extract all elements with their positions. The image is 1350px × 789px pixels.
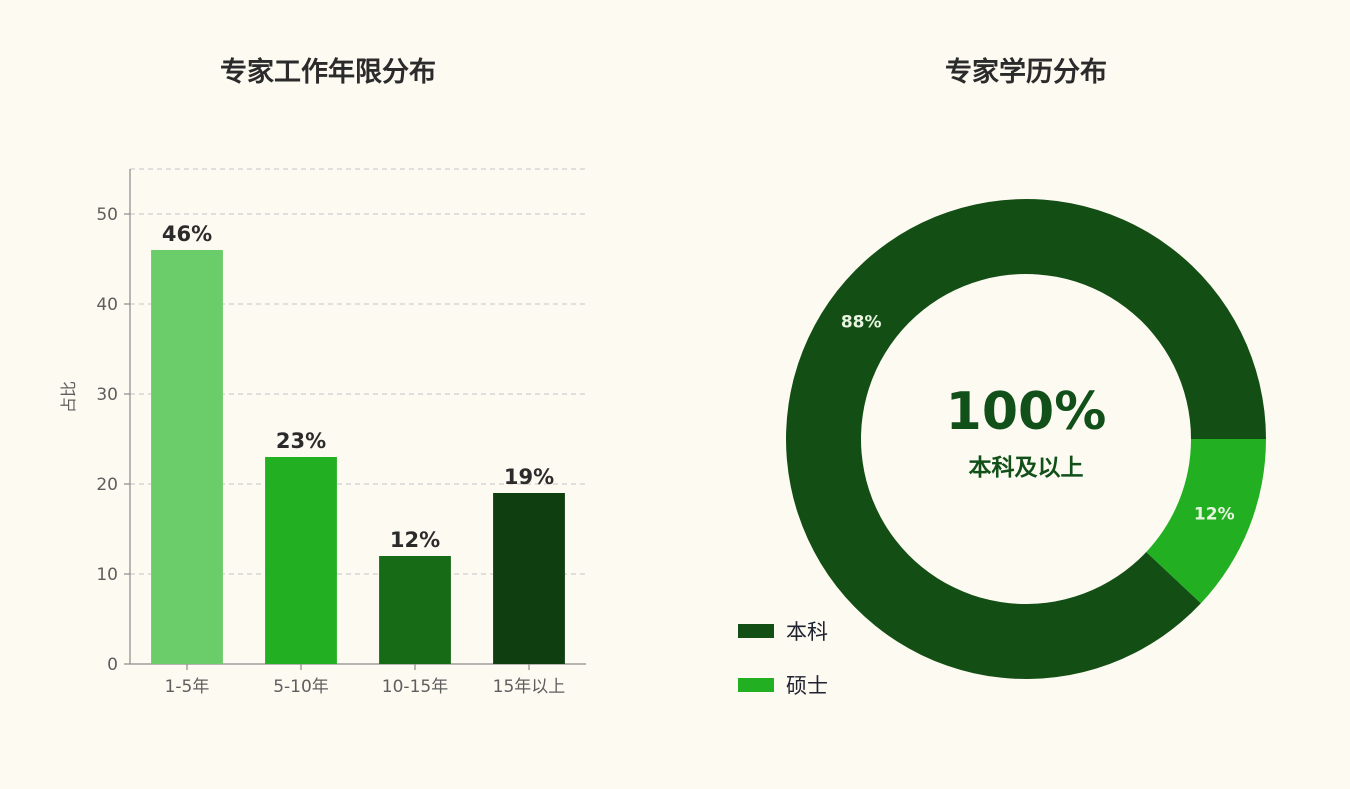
- y-tick-label: 20: [96, 475, 118, 495]
- legend-swatch: [738, 678, 774, 692]
- bar: [151, 250, 223, 664]
- x-tick-label: 15年以上: [493, 677, 566, 697]
- legend-label: 本科: [786, 620, 828, 644]
- bar-x-ticks: 1-5年 5-10年 10-15年 15年以上: [165, 664, 566, 697]
- x-tick-label: 1-5年: [165, 677, 210, 697]
- x-tick-label: 5-10年: [273, 677, 329, 697]
- x-tick-label: 10-15年: [382, 677, 448, 697]
- donut-center-value: 100%: [946, 382, 1107, 442]
- donut-chart-title: 专家学历分布: [945, 56, 1107, 88]
- y-tick-label: 40: [96, 295, 118, 315]
- bar-y-ticks: 0 10 20 30 40 50: [96, 205, 130, 675]
- legend-swatch: [738, 624, 774, 638]
- y-axis-title: 占比: [59, 381, 78, 413]
- bar: [265, 457, 337, 664]
- donut-center-caption: 本科及以上: [969, 455, 1084, 481]
- y-tick-label: 50: [96, 205, 118, 225]
- bar-value-label: 23%: [276, 429, 326, 453]
- bar-marks: 46% 23% 12% 19%: [151, 222, 565, 664]
- work-years-bar-chart: 专家工作年限分布 0 10 20 30 40 50 46% 23% 12% 19% 1-5年 5-…: [59, 56, 586, 697]
- donut-slice: [785, 199, 1266, 680]
- bar-value-label: 12%: [390, 528, 440, 552]
- legend-label: 硕士: [786, 674, 828, 698]
- donut-slice: [1146, 439, 1266, 604]
- donut-slice-labels: 88% 12%: [841, 312, 1235, 524]
- bar-value-label: 46%: [162, 222, 212, 246]
- bar: [379, 556, 451, 664]
- y-tick-label: 10: [96, 565, 118, 585]
- donut-slice-label: 88%: [841, 312, 882, 332]
- bar-value-label: 19%: [504, 465, 554, 489]
- y-tick-label: 0: [107, 655, 118, 675]
- bar: [493, 493, 565, 664]
- bar-chart-title: 专家工作年限分布: [220, 56, 436, 88]
- y-tick-label: 30: [96, 385, 118, 405]
- donut-slices: [785, 199, 1266, 680]
- donut-slice-label: 12%: [1194, 505, 1235, 525]
